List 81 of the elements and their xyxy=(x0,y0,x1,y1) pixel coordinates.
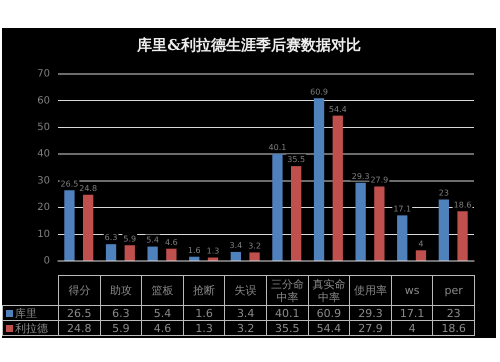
bar xyxy=(355,182,366,260)
bar xyxy=(124,245,135,260)
data-label: 3.2 xyxy=(248,242,261,251)
x-tick-label: 失误 xyxy=(234,284,257,297)
legend-label: 利拉德 xyxy=(15,322,48,334)
data-label: 40.1 xyxy=(268,142,286,152)
bar xyxy=(291,166,302,260)
text: 26.5 xyxy=(67,306,92,320)
bar xyxy=(374,186,385,260)
y-tick-label: 60 xyxy=(37,95,50,106)
x-tick-label: ws xyxy=(404,284,420,297)
bar xyxy=(208,258,218,260)
bar xyxy=(272,154,283,260)
text: 27.9 xyxy=(358,322,383,334)
text: 35.5 xyxy=(275,322,300,334)
text: 3.2 xyxy=(236,322,254,334)
text: 40.1 xyxy=(275,306,300,320)
text: 23 xyxy=(446,306,461,320)
x-tick-label: 三分命中率 xyxy=(267,278,308,304)
x-tick-label: 篮板 xyxy=(151,284,174,297)
data-label: 26.5 xyxy=(60,179,78,188)
text: 24.8 xyxy=(67,322,92,334)
text: 1.6 xyxy=(195,306,213,320)
y-tick-label: 0 xyxy=(44,256,50,267)
y-tick-label: 40 xyxy=(37,148,50,160)
data-label: 18.6 xyxy=(454,200,472,210)
bar xyxy=(249,252,260,260)
text: 4.6 xyxy=(154,322,172,334)
data-label: 29.3 xyxy=(352,172,370,181)
x-tick-label: 真实命中率 xyxy=(308,278,350,304)
bar xyxy=(230,252,241,260)
text: 4 xyxy=(408,322,416,334)
bar xyxy=(106,244,116,260)
text: 1.3 xyxy=(195,322,213,334)
text: 60.9 xyxy=(316,306,342,320)
text: 17.1 xyxy=(400,306,424,320)
bar xyxy=(416,250,426,260)
data-label: 54.4 xyxy=(328,104,347,114)
text: 5.9 xyxy=(112,322,130,334)
data-label: 17.1 xyxy=(393,204,412,214)
bar xyxy=(64,190,75,260)
x-tick-label: 抢断 xyxy=(193,284,216,297)
data-label: 1.6 xyxy=(188,246,201,255)
data-label: 23 xyxy=(438,188,449,198)
data-label: 4.6 xyxy=(164,238,178,247)
bar xyxy=(83,194,94,260)
data-label: 5.4 xyxy=(146,236,160,245)
y-tick-label: 30 xyxy=(37,175,50,186)
bar xyxy=(438,200,449,260)
bar xyxy=(166,248,177,260)
data-label: 35.5 xyxy=(287,155,306,164)
text: 54.4 xyxy=(316,322,342,334)
text: 29.3 xyxy=(358,306,383,320)
x-tick-label: 使用率 xyxy=(354,284,387,297)
data-label: 60.9 xyxy=(310,87,328,96)
text: 3.4 xyxy=(236,306,254,320)
bar xyxy=(314,98,324,260)
bar xyxy=(189,256,200,260)
chart-title: 库里&利拉德生涯季后赛数据对比 xyxy=(136,36,362,56)
x-tick-label: per xyxy=(444,284,463,297)
y-tick-label: 70 xyxy=(37,68,50,80)
text: 18.6 xyxy=(441,322,466,334)
data-label: 5.9 xyxy=(123,234,136,244)
data-label: 4 xyxy=(418,239,424,248)
legend-label: 库里 xyxy=(15,306,37,320)
data-label: 6.3 xyxy=(104,233,118,242)
bar xyxy=(147,246,158,260)
x-tick-label: 得分 xyxy=(68,284,90,297)
bar xyxy=(397,215,408,260)
bar xyxy=(332,116,343,260)
y-tick-label: 10 xyxy=(37,228,50,240)
y-tick-label: 20 xyxy=(37,202,50,214)
data-label: 24.8 xyxy=(79,184,98,193)
text: 6.3 xyxy=(112,306,130,320)
data-label: 3.4 xyxy=(229,240,242,250)
data-label: 1.3 xyxy=(206,246,220,256)
data-label: 27.9 xyxy=(370,176,388,185)
bar xyxy=(457,211,468,260)
text: 5.4 xyxy=(154,306,172,320)
y-tick-label: 50 xyxy=(37,122,50,134)
x-tick-label: 助攻 xyxy=(110,284,132,297)
